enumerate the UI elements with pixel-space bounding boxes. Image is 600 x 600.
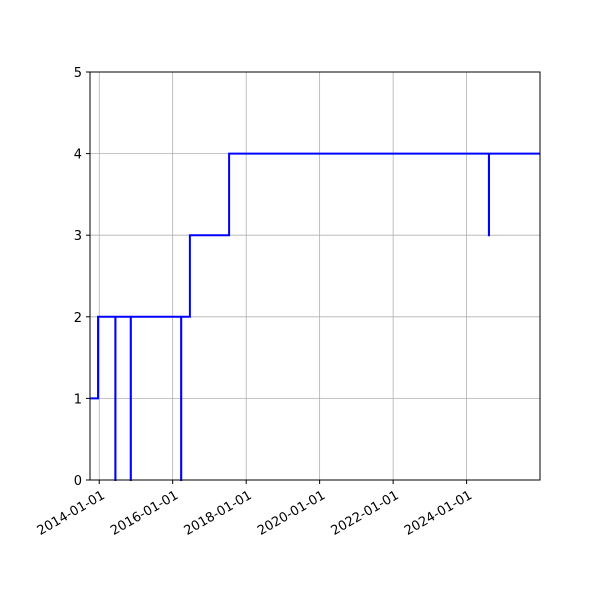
y-tick-label: 2 [74,311,82,326]
y-tick-label: 1 [74,392,82,407]
y-axis: 0 1 2 3 4 5 [74,66,90,489]
y-tick-label: 4 [74,148,82,163]
series-line-0 [90,152,540,481]
plot-frame [89,71,541,481]
series-layer [90,152,540,481]
y-tick-label: 0 [74,474,82,489]
y-tick-label: 3 [74,229,82,244]
y-tick-label: 5 [74,66,82,81]
